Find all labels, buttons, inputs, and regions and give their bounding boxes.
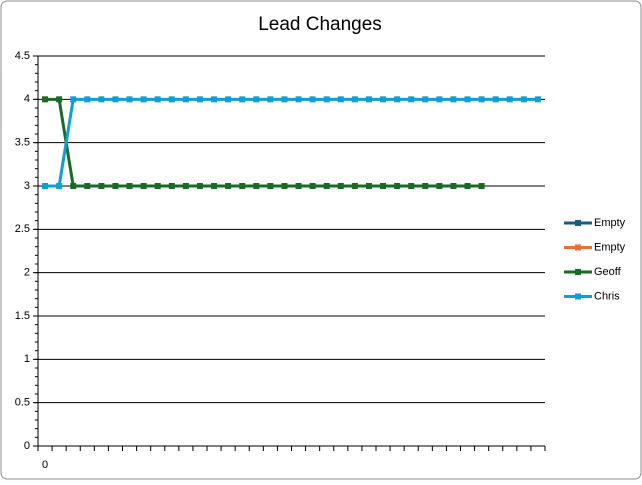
marker xyxy=(211,183,218,189)
marker xyxy=(478,96,485,103)
y-tick-label: 2 xyxy=(24,267,30,279)
marker xyxy=(323,96,330,103)
marker xyxy=(168,96,175,103)
marker xyxy=(154,183,161,189)
marker xyxy=(168,183,175,189)
marker xyxy=(464,96,471,103)
marker xyxy=(422,183,429,189)
marker xyxy=(394,96,401,103)
marker xyxy=(394,183,401,189)
marker xyxy=(253,183,260,189)
marker xyxy=(56,183,63,189)
marker xyxy=(295,96,302,103)
marker xyxy=(196,183,203,189)
marker xyxy=(422,96,429,103)
marker xyxy=(281,183,288,189)
marker xyxy=(239,96,246,103)
marker xyxy=(42,96,49,103)
marker xyxy=(365,96,372,103)
marker xyxy=(98,183,105,189)
marker xyxy=(56,96,63,103)
legend-marker xyxy=(575,269,581,275)
legend-marker xyxy=(575,293,581,300)
marker xyxy=(154,96,161,103)
legend-label: Empty xyxy=(594,217,626,229)
marker xyxy=(42,183,49,189)
marker xyxy=(112,96,119,103)
marker xyxy=(140,183,147,189)
marker xyxy=(239,183,246,189)
marker xyxy=(436,183,443,189)
legend-label: Empty xyxy=(594,241,626,253)
y-tick-label: 4 xyxy=(24,93,30,105)
legend-label: Geoff xyxy=(594,266,622,278)
y-tick-label: 0.5 xyxy=(15,397,30,409)
y-tick-label: 3.5 xyxy=(15,137,30,149)
y-tick-label: 0 xyxy=(24,440,30,452)
marker xyxy=(408,183,415,189)
x-tick-label: 0 xyxy=(42,459,48,471)
marker xyxy=(337,96,344,103)
legend-marker xyxy=(575,220,581,226)
y-tick-label: 1.5 xyxy=(15,310,30,322)
marker xyxy=(380,183,387,189)
marker xyxy=(140,96,147,103)
y-tick-label: 4.5 xyxy=(15,50,30,62)
chart-title: Lead Changes xyxy=(258,14,382,35)
marker xyxy=(225,96,232,103)
marker xyxy=(267,183,274,189)
y-tick-label: 3 xyxy=(24,180,30,192)
marker xyxy=(253,96,260,103)
marker xyxy=(309,96,316,103)
marker xyxy=(309,183,316,189)
marker xyxy=(281,96,288,103)
marker xyxy=(84,183,91,189)
marker xyxy=(182,96,189,103)
marker xyxy=(365,183,372,189)
marker xyxy=(506,96,513,103)
marker xyxy=(211,96,218,103)
marker xyxy=(126,96,133,103)
marker xyxy=(196,96,203,103)
marker xyxy=(225,183,232,189)
marker xyxy=(408,96,415,103)
marker xyxy=(323,183,330,189)
y-tick-label: 2.5 xyxy=(15,223,30,235)
marker xyxy=(380,96,387,103)
y-tick-label: 1 xyxy=(24,353,30,365)
marker xyxy=(534,96,541,103)
marker xyxy=(450,96,457,103)
marker xyxy=(112,183,119,189)
marker xyxy=(464,183,471,189)
marker xyxy=(478,183,485,189)
legend-marker xyxy=(575,244,581,251)
marker xyxy=(70,96,77,103)
marker xyxy=(98,96,105,103)
legend-label: Chris xyxy=(594,290,620,302)
marker xyxy=(450,183,457,189)
marker xyxy=(351,96,358,103)
marker xyxy=(520,96,527,103)
marker xyxy=(337,183,344,189)
marker xyxy=(492,96,499,103)
marker xyxy=(126,183,133,189)
marker xyxy=(351,183,358,189)
marker xyxy=(295,183,302,189)
marker xyxy=(84,96,91,103)
marker xyxy=(267,96,274,103)
marker xyxy=(182,183,189,189)
marker xyxy=(436,96,443,103)
marker xyxy=(70,183,77,189)
